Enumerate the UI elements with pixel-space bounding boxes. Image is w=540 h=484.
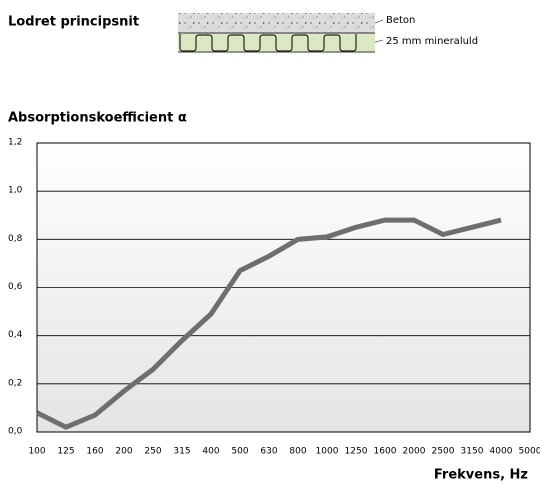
x-tick-label: 2000 (403, 447, 426, 457)
layer-label: Beton (386, 15, 415, 26)
y-tick-label: 0,4 (8, 330, 23, 340)
x-tick-label: 250 (144, 447, 161, 457)
y-tick-label: 0,2 (8, 378, 22, 388)
x-tick-label: 400 (202, 447, 219, 457)
x-axis-label: Frekvens, Hz (434, 468, 528, 483)
plot-border (36, 142, 531, 433)
data-line (35, 217, 502, 430)
chart-title: Absorptionskoefficient α (8, 111, 187, 126)
layer-label: 25 mm mineraluld (386, 36, 478, 47)
y-tick-label: 0,8 (8, 234, 23, 244)
x-tick-label: 3150 (461, 447, 484, 457)
section-diagram (178, 13, 384, 53)
x-tick-label: 630 (260, 447, 277, 457)
x-tick-label: 1600 (374, 447, 397, 457)
y-tick-label: 1,2 (8, 138, 22, 148)
x-tick-label: 1250 (345, 447, 368, 457)
x-tick-label: 800 (289, 447, 306, 457)
y-tick-label: 1,0 (8, 186, 23, 196)
y-tick-label: 0,0 (8, 427, 23, 437)
x-tick-label: 500 (231, 447, 248, 457)
x-tick-label: 200 (115, 447, 132, 457)
x-tick-label: 2500 (432, 447, 455, 457)
x-tick-label: 315 (173, 447, 190, 457)
x-tick-label: 125 (57, 447, 74, 457)
x-tick-label: 5000 (519, 447, 540, 457)
x-tick-label: 4000 (490, 447, 513, 457)
y-tick-label: 0,6 (8, 282, 23, 292)
x-tick-label: 100 (28, 447, 45, 457)
x-tick-label: 1000 (316, 447, 339, 457)
header-title: Lodret principsnit (8, 15, 139, 30)
x-tick-label: 160 (86, 447, 103, 457)
